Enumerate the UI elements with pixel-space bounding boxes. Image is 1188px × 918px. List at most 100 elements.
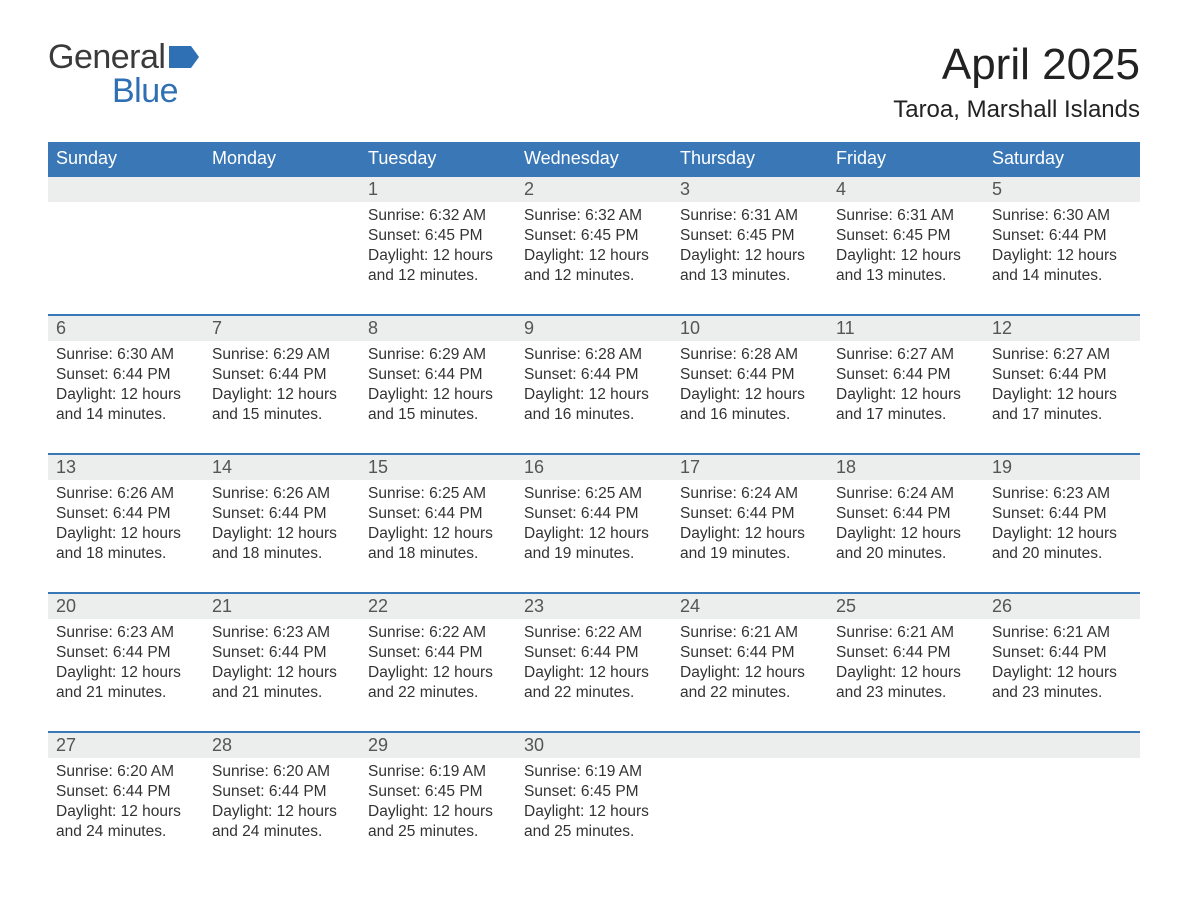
sunrise-text: Sunrise: 6:30 AM xyxy=(992,206,1132,226)
daylight-text: Daylight: 12 hours and 15 minutes. xyxy=(212,385,352,425)
day-number: 4 xyxy=(828,177,984,202)
flag-icon xyxy=(169,40,199,74)
sunset-text: Sunset: 6:44 PM xyxy=(212,504,352,524)
day-cell: Sunrise: 6:23 AMSunset: 6:44 PMDaylight:… xyxy=(204,619,360,731)
day-cell: Sunrise: 6:19 AMSunset: 6:45 PMDaylight:… xyxy=(360,758,516,870)
daylight-text: Daylight: 12 hours and 14 minutes. xyxy=(56,385,196,425)
day-cell: Sunrise: 6:22 AMSunset: 6:44 PMDaylight:… xyxy=(516,619,672,731)
logo-word2: Blue xyxy=(48,74,199,108)
day-content-row: Sunrise: 6:26 AMSunset: 6:44 PMDaylight:… xyxy=(48,480,1140,592)
daylight-text: Daylight: 12 hours and 21 minutes. xyxy=(212,663,352,703)
sunrise-text: Sunrise: 6:26 AM xyxy=(56,484,196,504)
daylight-text: Daylight: 12 hours and 25 minutes. xyxy=(524,802,664,842)
day-number: 11 xyxy=(828,316,984,341)
sunset-text: Sunset: 6:44 PM xyxy=(680,365,820,385)
day-number: 21 xyxy=(204,594,360,619)
daylight-text: Daylight: 12 hours and 18 minutes. xyxy=(212,524,352,564)
day-content-row: Sunrise: 6:20 AMSunset: 6:44 PMDaylight:… xyxy=(48,758,1140,870)
sunset-text: Sunset: 6:44 PM xyxy=(992,643,1132,663)
sunrise-text: Sunrise: 6:19 AM xyxy=(368,762,508,782)
day-number: 12 xyxy=(984,316,1140,341)
sunrise-text: Sunrise: 6:28 AM xyxy=(680,345,820,365)
sunset-text: Sunset: 6:44 PM xyxy=(368,643,508,663)
day-cell xyxy=(984,758,1140,870)
sunrise-text: Sunrise: 6:29 AM xyxy=(368,345,508,365)
sunset-text: Sunset: 6:44 PM xyxy=(836,365,976,385)
day-cell: Sunrise: 6:19 AMSunset: 6:45 PMDaylight:… xyxy=(516,758,672,870)
day-cell: Sunrise: 6:31 AMSunset: 6:45 PMDaylight:… xyxy=(672,202,828,314)
day-cell: Sunrise: 6:25 AMSunset: 6:44 PMDaylight:… xyxy=(516,480,672,592)
sunset-text: Sunset: 6:45 PM xyxy=(680,226,820,246)
day-cell: Sunrise: 6:21 AMSunset: 6:44 PMDaylight:… xyxy=(828,619,984,731)
sunrise-text: Sunrise: 6:22 AM xyxy=(368,623,508,643)
daylight-text: Daylight: 12 hours and 20 minutes. xyxy=(992,524,1132,564)
day-cell: Sunrise: 6:30 AMSunset: 6:44 PMDaylight:… xyxy=(48,341,204,453)
sunset-text: Sunset: 6:44 PM xyxy=(56,365,196,385)
daylight-text: Daylight: 12 hours and 24 minutes. xyxy=(56,802,196,842)
day-number: 25 xyxy=(828,594,984,619)
daylight-text: Daylight: 12 hours and 12 minutes. xyxy=(524,246,664,286)
day-number xyxy=(204,177,360,202)
daylight-text: Daylight: 12 hours and 18 minutes. xyxy=(368,524,508,564)
sunset-text: Sunset: 6:44 PM xyxy=(212,365,352,385)
month-title: April 2025 xyxy=(893,40,1140,90)
sunrise-text: Sunrise: 6:20 AM xyxy=(56,762,196,782)
day-cell: Sunrise: 6:28 AMSunset: 6:44 PMDaylight:… xyxy=(516,341,672,453)
daylight-text: Daylight: 12 hours and 22 minutes. xyxy=(368,663,508,703)
day-number: 18 xyxy=(828,455,984,480)
day-number: 14 xyxy=(204,455,360,480)
sunrise-text: Sunrise: 6:23 AM xyxy=(56,623,196,643)
weekday-header-row: SundayMondayTuesdayWednesdayThursdayFrid… xyxy=(48,142,1140,175)
sunrise-text: Sunrise: 6:31 AM xyxy=(836,206,976,226)
day-number: 23 xyxy=(516,594,672,619)
daylight-text: Daylight: 12 hours and 19 minutes. xyxy=(680,524,820,564)
daylight-text: Daylight: 12 hours and 16 minutes. xyxy=(524,385,664,425)
weekday-header: Monday xyxy=(204,142,360,175)
sunrise-text: Sunrise: 6:19 AM xyxy=(524,762,664,782)
weekday-header: Thursday xyxy=(672,142,828,175)
sunrise-text: Sunrise: 6:23 AM xyxy=(992,484,1132,504)
day-number: 22 xyxy=(360,594,516,619)
day-content-row: Sunrise: 6:32 AMSunset: 6:45 PMDaylight:… xyxy=(48,202,1140,314)
daylight-text: Daylight: 12 hours and 19 minutes. xyxy=(524,524,664,564)
daylight-text: Daylight: 12 hours and 13 minutes. xyxy=(680,246,820,286)
day-cell: Sunrise: 6:32 AMSunset: 6:45 PMDaylight:… xyxy=(516,202,672,314)
sunrise-text: Sunrise: 6:27 AM xyxy=(992,345,1132,365)
logo: General Blue xyxy=(48,40,199,108)
sunset-text: Sunset: 6:45 PM xyxy=(524,226,664,246)
day-cell: Sunrise: 6:21 AMSunset: 6:44 PMDaylight:… xyxy=(984,619,1140,731)
sunrise-text: Sunrise: 6:27 AM xyxy=(836,345,976,365)
sunrise-text: Sunrise: 6:29 AM xyxy=(212,345,352,365)
sunset-text: Sunset: 6:44 PM xyxy=(368,365,508,385)
daylight-text: Daylight: 12 hours and 25 minutes. xyxy=(368,802,508,842)
daylight-text: Daylight: 12 hours and 24 minutes. xyxy=(212,802,352,842)
sunrise-text: Sunrise: 6:26 AM xyxy=(212,484,352,504)
sunset-text: Sunset: 6:44 PM xyxy=(836,643,976,663)
daylight-text: Daylight: 12 hours and 18 minutes. xyxy=(56,524,196,564)
sunrise-text: Sunrise: 6:31 AM xyxy=(680,206,820,226)
day-number xyxy=(984,733,1140,758)
day-number: 30 xyxy=(516,733,672,758)
day-number: 24 xyxy=(672,594,828,619)
day-number: 6 xyxy=(48,316,204,341)
day-cell: Sunrise: 6:23 AMSunset: 6:44 PMDaylight:… xyxy=(48,619,204,731)
sunrise-text: Sunrise: 6:32 AM xyxy=(524,206,664,226)
sunrise-text: Sunrise: 6:20 AM xyxy=(212,762,352,782)
day-cell: Sunrise: 6:29 AMSunset: 6:44 PMDaylight:… xyxy=(360,341,516,453)
day-number: 1 xyxy=(360,177,516,202)
day-cell: Sunrise: 6:30 AMSunset: 6:44 PMDaylight:… xyxy=(984,202,1140,314)
weekday-header: Sunday xyxy=(48,142,204,175)
sunrise-text: Sunrise: 6:30 AM xyxy=(56,345,196,365)
day-cell: Sunrise: 6:27 AMSunset: 6:44 PMDaylight:… xyxy=(828,341,984,453)
day-number xyxy=(672,733,828,758)
sunrise-text: Sunrise: 6:25 AM xyxy=(524,484,664,504)
day-cell xyxy=(48,202,204,314)
day-number xyxy=(828,733,984,758)
week-row: 20212223242526Sunrise: 6:23 AMSunset: 6:… xyxy=(48,592,1140,731)
sunrise-text: Sunrise: 6:24 AM xyxy=(836,484,976,504)
sunset-text: Sunset: 6:44 PM xyxy=(992,504,1132,524)
location-subtitle: Taroa, Marshall Islands xyxy=(893,96,1140,124)
day-number-row: 12345 xyxy=(48,177,1140,202)
sunset-text: Sunset: 6:45 PM xyxy=(524,782,664,802)
sunset-text: Sunset: 6:44 PM xyxy=(680,643,820,663)
